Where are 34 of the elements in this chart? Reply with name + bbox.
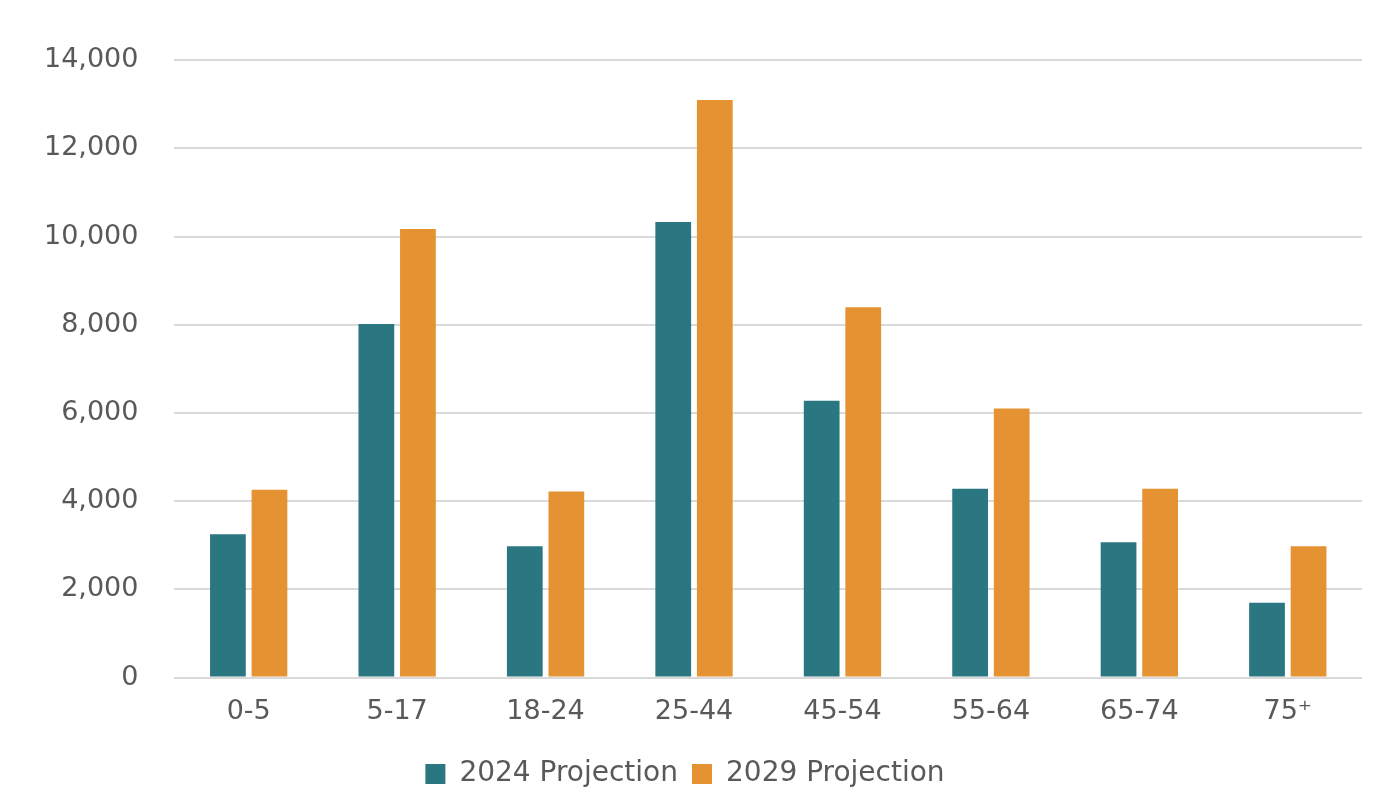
legend-label: 2024 Projection	[459, 755, 679, 789]
y-tick-label: 4,000	[61, 483, 139, 515]
bar	[1249, 602, 1285, 677]
bar	[506, 546, 543, 677]
x-tick-label: 25-44	[654, 693, 734, 725]
bar	[1290, 546, 1327, 677]
bar	[845, 307, 882, 677]
y-tick-label: 6,000	[61, 395, 139, 427]
bar	[358, 323, 395, 677]
bar	[548, 491, 585, 677]
x-tick-label: 75⁺	[1263, 693, 1313, 725]
y-tick-label: 0	[121, 659, 139, 691]
y-tick-label: 2,000	[61, 571, 139, 603]
bar	[993, 408, 1030, 677]
x-tick-label: 45-54	[803, 693, 882, 725]
bar	[1100, 542, 1137, 677]
bar	[210, 534, 246, 677]
bar	[803, 400, 840, 677]
legend-label: 2029 Projection	[726, 755, 945, 789]
x-tick-label: 18-24	[506, 693, 585, 725]
bar	[1142, 488, 1178, 677]
bar	[251, 489, 288, 677]
y-tick-label: 8,000	[61, 306, 139, 338]
x-tick-label: 0-5	[226, 693, 271, 725]
y-tick-label: 14,000	[43, 42, 139, 74]
bar	[400, 229, 436, 677]
y-tick-label: 12,000	[43, 130, 139, 162]
y-tick-label: 10,000	[43, 218, 139, 250]
x-tick-label: 55-64	[951, 693, 1031, 725]
bar	[696, 99, 733, 677]
bar	[655, 222, 692, 677]
x-tick-label: 5-17	[366, 693, 428, 725]
bar	[952, 488, 988, 677]
x-tick-label: 65-74	[1100, 693, 1179, 725]
